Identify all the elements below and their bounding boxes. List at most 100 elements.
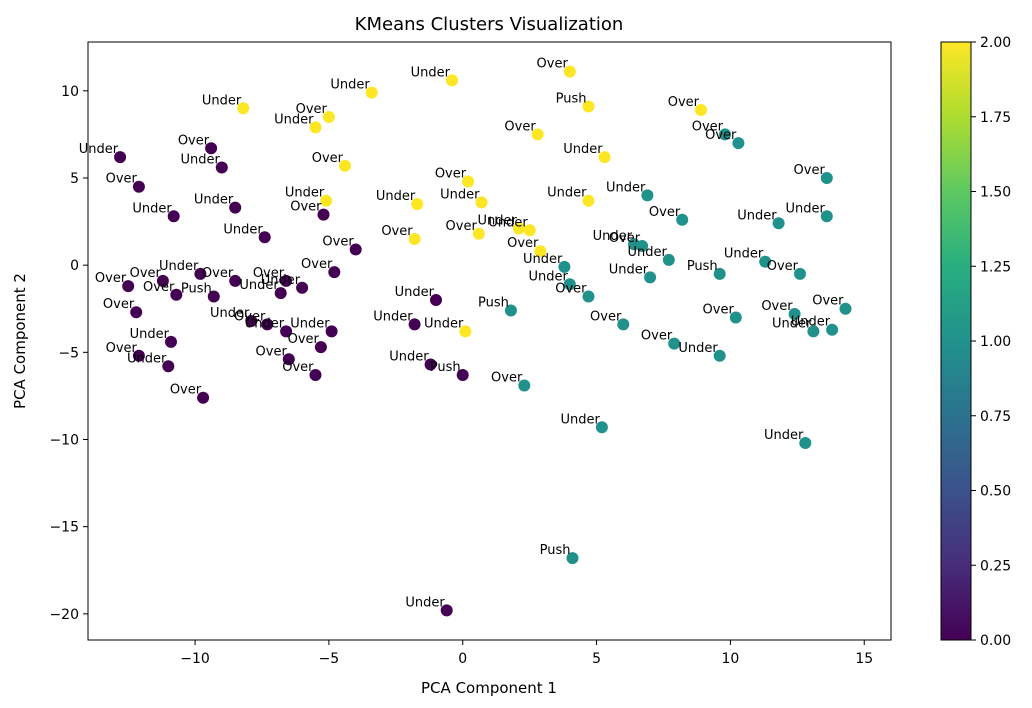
point-label: Over xyxy=(95,271,127,286)
scatter-point xyxy=(644,271,657,284)
point-label: Over xyxy=(703,303,735,318)
point-label: Over xyxy=(794,163,826,178)
scatter-point xyxy=(617,318,630,331)
point-label: Over xyxy=(812,294,844,309)
point-label: Push xyxy=(687,259,718,274)
scatter-point xyxy=(229,274,242,287)
scatter-point xyxy=(772,217,785,230)
point-label: Under xyxy=(678,341,718,356)
point-label: Under xyxy=(180,153,220,168)
scatter-point xyxy=(713,349,726,362)
scatter-point xyxy=(512,222,525,235)
point-label: Over xyxy=(590,309,622,324)
point-label: Under xyxy=(223,222,263,237)
scatter-point xyxy=(322,111,335,123)
scatter-point xyxy=(475,196,488,209)
scatter-point xyxy=(114,151,127,164)
point-label: Under xyxy=(561,412,601,427)
point-label: Over xyxy=(234,309,266,324)
point-label: Under xyxy=(627,245,667,260)
point-label: Over xyxy=(301,257,333,272)
point-label: Over xyxy=(555,282,587,297)
point-label: Under xyxy=(376,189,416,204)
point-label: Under xyxy=(764,428,804,443)
scatter-point xyxy=(799,437,812,449)
scatter-point xyxy=(365,86,378,99)
point-label: Over xyxy=(290,200,322,215)
point-label: Under xyxy=(159,259,199,274)
point-label: Under xyxy=(609,262,649,277)
point-label: Over xyxy=(381,224,413,239)
colorbar-tick-label: 0.50 xyxy=(980,484,1011,500)
scatter-point xyxy=(794,267,806,280)
x-tick-label: −10 xyxy=(180,651,210,667)
point-label: Under xyxy=(127,351,167,366)
scatter-point xyxy=(194,267,207,280)
scatter-point xyxy=(309,369,322,381)
scatter-point xyxy=(566,552,579,565)
scatter-point xyxy=(237,102,250,115)
y-tick-label: −20 xyxy=(49,607,79,623)
scatter-point xyxy=(339,159,351,172)
scatter-point xyxy=(130,306,143,319)
point-label: Over xyxy=(767,259,799,274)
point-label: Over xyxy=(446,219,478,234)
colorbar-tick-label: 2.00 xyxy=(980,35,1011,51)
colorbar-tick-label: 1.75 xyxy=(980,110,1011,126)
point-label: Under xyxy=(202,93,242,108)
point-label: Under xyxy=(373,309,413,324)
scatter-point xyxy=(839,302,852,315)
scatter-point xyxy=(582,194,595,207)
point-label: Over xyxy=(178,133,210,148)
colorbar-tick-label: 0.75 xyxy=(980,409,1011,425)
point-label: Under xyxy=(194,193,234,208)
y-axis: 10 5 0 −5 −10 −15 −20 xyxy=(49,84,88,623)
scatter-point xyxy=(807,325,820,338)
x-tick-label: 5 xyxy=(592,651,601,667)
point-label: Over xyxy=(504,119,536,134)
scatter-point xyxy=(207,290,220,303)
scatter-point xyxy=(558,260,571,273)
scatter-point xyxy=(314,341,327,354)
scatter-point xyxy=(582,100,595,113)
y-tick-label: 5 xyxy=(70,171,79,187)
point-label: Under xyxy=(724,247,764,262)
colorbar-tick-label: 1.25 xyxy=(980,259,1011,275)
colorbar-tick-label: 0.25 xyxy=(980,558,1011,574)
scatter-point xyxy=(197,391,210,404)
point-label: Under xyxy=(395,285,435,300)
scatter-point xyxy=(132,180,145,193)
point-label: Under xyxy=(488,215,528,230)
y-tick-label: −5 xyxy=(58,345,79,361)
scatter-point xyxy=(732,137,745,150)
scatter-point xyxy=(676,213,689,226)
scatter-point xyxy=(408,233,421,245)
scatter-point xyxy=(759,255,772,268)
scatter-point xyxy=(258,231,271,244)
scatter-point xyxy=(668,337,681,350)
scatter-point xyxy=(504,304,517,317)
scatter-point xyxy=(518,379,531,392)
scatter-point xyxy=(636,240,649,252)
point-label: Push xyxy=(478,296,509,311)
scatter-point xyxy=(349,243,362,256)
point-label: Over xyxy=(253,266,285,281)
point-label: Under xyxy=(389,350,429,365)
colorbar-tick-label: 1.50 xyxy=(980,185,1011,201)
scatter-point xyxy=(826,323,839,336)
colorbar-tick-label: 0.00 xyxy=(980,633,1011,649)
scatter-point xyxy=(462,175,475,188)
point-label: Under xyxy=(772,316,812,331)
plot-area xyxy=(88,42,891,640)
point-label: Under xyxy=(239,278,279,293)
scatter-point xyxy=(205,142,218,155)
scatter-point xyxy=(408,318,421,331)
scatter-point xyxy=(582,290,595,303)
scatter-point xyxy=(788,308,801,320)
scatter-point xyxy=(424,358,437,371)
scatter-point xyxy=(534,245,547,258)
scatter-point xyxy=(820,172,833,184)
point-label: Over xyxy=(491,371,523,386)
y-tick-label: −10 xyxy=(49,433,79,449)
plot-frame xyxy=(87,41,892,641)
